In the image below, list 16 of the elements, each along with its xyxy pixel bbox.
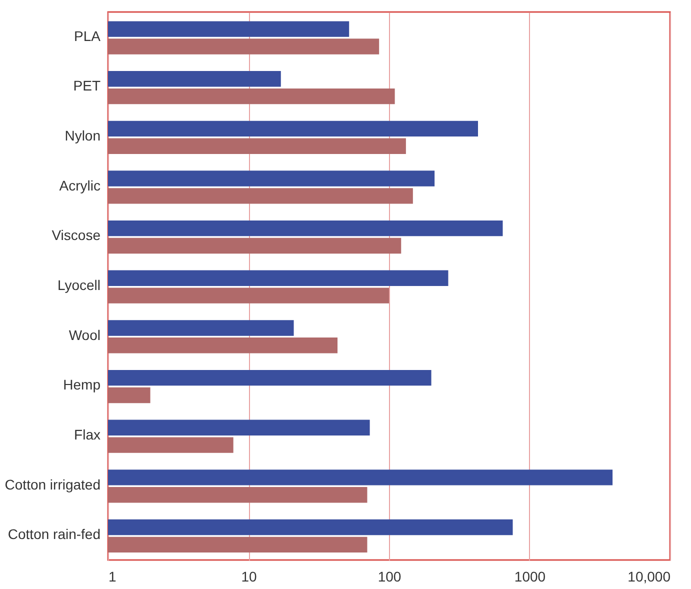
x-tick-label: 10,000 (628, 568, 671, 584)
x-tick-label: 10 (241, 568, 257, 584)
y-tick-label: Viscose (52, 227, 101, 244)
x-tick-label: 1 (108, 568, 116, 584)
y-tick-label: Nylon (64, 128, 100, 144)
y-tick-label: Hemp (63, 376, 101, 393)
y-tick-label: PLA (74, 28, 102, 44)
y-tick-label: Cotton rain-fed (8, 526, 100, 542)
y-tick-label: PET (73, 78, 101, 94)
x-tick-label: 100 (378, 568, 402, 584)
y-tick-label: Flax (74, 426, 100, 442)
y-tick-label: Cotton irrigated (4, 476, 100, 492)
y-tick-label: Acrylic (59, 177, 100, 194)
y-tick-label: Wool (68, 326, 100, 343)
x-tick-label: 1000 (514, 568, 546, 584)
y-tick-label: Lyocell (57, 277, 100, 293)
